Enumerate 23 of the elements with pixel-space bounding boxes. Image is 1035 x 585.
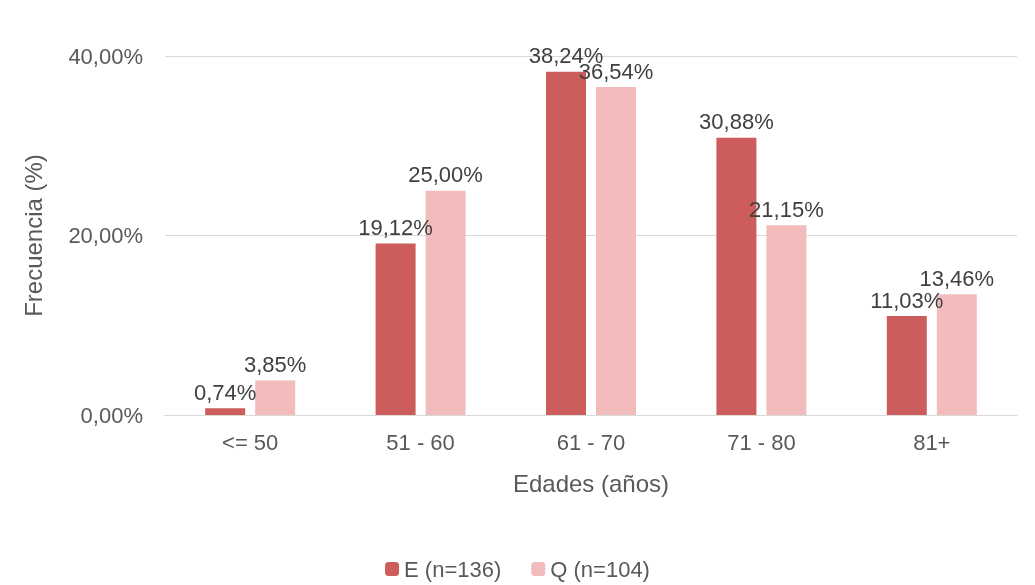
data-label: 30,88% (699, 109, 774, 135)
data-label: 25,00% (408, 162, 483, 188)
bar (205, 408, 246, 415)
x-tick-label: 61 - 70 (556, 429, 626, 455)
legend-label: E (n=136) (404, 556, 502, 582)
x-axis-title: Edades (años) (512, 469, 670, 497)
y-tick-label: 20,00% (68, 223, 143, 248)
bar (766, 225, 807, 415)
bar (255, 380, 296, 415)
x-tick-label: 51 - 60 (386, 429, 455, 455)
bar (375, 243, 416, 415)
legend-label: Q (n=104) (550, 556, 650, 582)
x-tick-label: 71 - 80 (727, 429, 796, 455)
data-label: 3,85% (244, 351, 307, 377)
y-tick-label: 0,00% (80, 402, 143, 428)
y-axis-title: Frecuencia (%) (19, 154, 47, 317)
y-tick-label: 40,00% (68, 43, 143, 69)
x-tick-label: 81+ (913, 429, 951, 455)
data-label: 0,74% (194, 379, 257, 405)
x-tick-label: <= 50 (222, 429, 279, 455)
bar (886, 316, 927, 415)
bar (596, 87, 636, 415)
data-label: 19,12% (358, 214, 433, 240)
